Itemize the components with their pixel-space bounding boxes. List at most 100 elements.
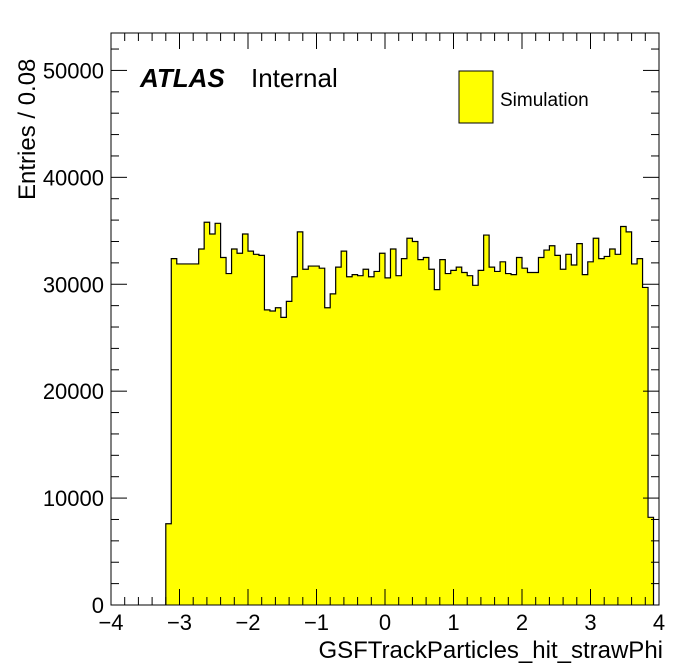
histogram-bin xyxy=(445,273,452,605)
histogram-bin xyxy=(615,254,622,605)
histogram-bin xyxy=(171,258,178,605)
x-tick-label: 4 xyxy=(653,610,665,635)
y-tick-labels: 0 10000 20000 30000 40000 50000 xyxy=(43,58,104,618)
histogram-bin xyxy=(626,231,632,606)
histogram-bin xyxy=(390,248,397,605)
histogram-bin xyxy=(587,261,594,605)
histogram-bin xyxy=(352,274,358,605)
legend-entry: Simulation xyxy=(500,90,589,111)
histogram-bin xyxy=(374,271,380,605)
histogram-bin xyxy=(582,274,589,605)
histogram-bin xyxy=(248,251,254,606)
y-tick-label: 0 xyxy=(92,593,104,618)
histogram-bin xyxy=(242,234,249,605)
histogram-bin xyxy=(401,258,408,605)
histogram-bin xyxy=(538,257,545,605)
histogram-bin xyxy=(395,275,402,605)
histogram-bin xyxy=(511,274,517,605)
x-tick-label: 3 xyxy=(584,610,596,635)
histogram-bin xyxy=(187,263,194,605)
histogram-bin xyxy=(258,255,265,605)
histogram-bin xyxy=(253,254,260,605)
histogram-bin xyxy=(357,275,364,605)
histogram-bin xyxy=(500,261,506,605)
histogram-bin xyxy=(593,238,600,605)
histogram-bin xyxy=(472,285,479,605)
histogram-bin xyxy=(341,251,348,606)
histogram-bin xyxy=(313,266,320,605)
histogram-bin xyxy=(648,517,654,605)
histogram-bin xyxy=(297,231,304,606)
histogram-bin xyxy=(483,235,490,605)
histogram-bin xyxy=(450,270,457,605)
histogram-bin xyxy=(461,272,468,605)
histogram-bin xyxy=(576,243,583,605)
histogram-bin xyxy=(363,269,369,605)
y-tick-label: 50000 xyxy=(43,58,104,83)
histogram-bin xyxy=(609,248,616,605)
plot-frame xyxy=(110,32,660,606)
histogram-bin xyxy=(532,272,539,605)
histogram-bin xyxy=(215,223,221,605)
y-tick-label: 20000 xyxy=(43,379,104,404)
histogram-bin xyxy=(269,310,276,605)
histogram-bin xyxy=(231,248,238,605)
histogram-bin xyxy=(226,273,232,605)
histogram-bin xyxy=(264,309,271,605)
histogram-bin xyxy=(237,253,243,605)
histogram-bin xyxy=(428,269,435,605)
histogram-bin xyxy=(494,271,501,605)
histogram-outline xyxy=(165,221,655,605)
histogram-bin xyxy=(412,241,419,606)
histogram-bin xyxy=(637,258,643,605)
histogram-bin xyxy=(280,317,287,605)
x-axis-label: GSFTrackParticles_hit_strawPhi xyxy=(318,637,663,664)
histogram-bin xyxy=(565,254,572,605)
histogram-bin xyxy=(489,267,495,605)
histogram-bin xyxy=(324,307,331,605)
histogram-bin xyxy=(176,263,183,605)
legend: Simulation xyxy=(458,70,589,124)
histogram-bin xyxy=(527,272,534,605)
histogram-bin xyxy=(516,257,523,605)
x-tick-label: −2 xyxy=(235,610,260,635)
x-tick-label: 0 xyxy=(379,610,391,635)
histogram-bin xyxy=(456,267,463,605)
y-axis-label: Entries / 0.08 xyxy=(14,59,41,200)
x-tick-label: −3 xyxy=(167,610,192,635)
histogram-bin xyxy=(554,255,561,605)
histogram-bin xyxy=(620,226,627,605)
histogram-bin xyxy=(417,259,424,605)
histogram-bin xyxy=(571,265,578,605)
histogram-bin xyxy=(335,267,342,605)
histogram-bin xyxy=(204,222,211,606)
histogram-bin xyxy=(198,248,205,605)
histogram-bin xyxy=(439,259,446,605)
histogram-bin xyxy=(423,257,430,605)
x-tick-label: 2 xyxy=(516,610,528,635)
histogram-bin xyxy=(478,270,485,605)
x-tick-label: −4 xyxy=(98,610,123,635)
y-tick-label: 40000 xyxy=(43,165,104,190)
histogram-bin xyxy=(220,257,227,605)
histogram-bin xyxy=(505,273,512,605)
x-tick-labels: −4 −3 −2 −1 0 1 2 3 4 xyxy=(98,610,665,635)
histogram-bin xyxy=(385,277,391,605)
histogram-bin xyxy=(308,266,315,605)
histogram-bin xyxy=(165,523,172,605)
histogram-bin xyxy=(560,269,567,605)
histogram-bin xyxy=(302,269,309,605)
histogram-bin xyxy=(631,263,638,605)
y-tick-label: 10000 xyxy=(43,486,104,511)
histogram-bin xyxy=(406,238,413,605)
histogram-bin xyxy=(368,276,375,605)
histogram-bin xyxy=(543,250,550,606)
histogram-bin xyxy=(193,263,200,605)
atlas-status-label: Internal xyxy=(251,63,338,93)
histogram-bin xyxy=(467,275,474,605)
histogram-bin xyxy=(330,293,337,605)
histogram-bin xyxy=(346,276,353,605)
histogram-bars xyxy=(165,221,655,606)
histogram-bin xyxy=(434,289,441,605)
